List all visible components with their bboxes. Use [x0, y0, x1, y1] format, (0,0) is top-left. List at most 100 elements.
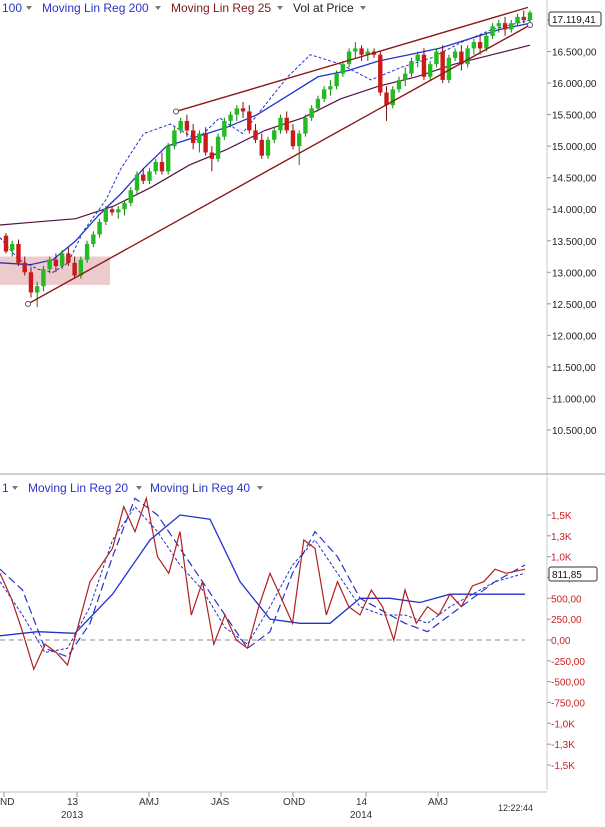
- osc-axis-label: 0,00: [551, 636, 571, 647]
- osc-axis-label: 1,5K: [551, 511, 572, 522]
- series-line-lin-reg-200: [0, 22, 531, 266]
- last-osc-value: 811,85: [552, 570, 582, 581]
- candle-body: [203, 133, 208, 153]
- candle-body: [134, 174, 140, 191]
- price-axis-label: 16.500,00: [552, 48, 597, 59]
- price-axis-label: 12.000,00: [552, 331, 597, 342]
- dropdown-arrow-icon[interactable]: [277, 6, 283, 10]
- price-axis-label: 11.000,00: [552, 394, 596, 405]
- candle-body: [484, 35, 489, 49]
- candle-body: [234, 108, 240, 115]
- osc-line-lin-reg-40: [0, 497, 526, 658]
- candle-body: [477, 42, 483, 49]
- candle-body: [334, 73, 339, 87]
- candle-body: [421, 54, 427, 77]
- dropdown-arrow-icon[interactable]: [257, 486, 263, 490]
- candle-body: [184, 120, 190, 131]
- price-axis-label: 14.000,00: [552, 205, 597, 216]
- candle-body: [465, 48, 470, 65]
- trendline-anchor-handle[interactable]: [527, 22, 533, 29]
- osc-line-lin-reg-20: [0, 505, 526, 654]
- candle-body: [502, 23, 508, 30]
- time-axis-label: 14: [356, 797, 368, 808]
- candle-body: [66, 253, 71, 263]
- price-axis-label: 15.000,00: [552, 142, 597, 153]
- price-axis-label: 10.500,00: [552, 426, 597, 437]
- osc-axis-label: -1,5K: [551, 761, 575, 772]
- osc-axis-label: 500,00: [551, 594, 582, 605]
- trendline[interactable]: [175, 6, 529, 113]
- dropdown-arrow-icon[interactable]: [12, 486, 18, 490]
- candle-body: [403, 73, 408, 80]
- candle-body: [365, 51, 371, 55]
- candle-body: [34, 286, 40, 293]
- trendline-anchor-handle[interactable]: [173, 108, 179, 115]
- osc-axis-label: 1,3K: [551, 532, 572, 543]
- candle-body: [296, 133, 302, 147]
- osc-axis-label: -1,3K: [551, 740, 575, 751]
- candle-body: [527, 12, 533, 20]
- candle-body: [215, 136, 221, 159]
- time-axis-year-label: 2013: [61, 810, 84, 821]
- legend-price-period: 100: [2, 1, 22, 15]
- candle-body: [16, 243, 21, 263]
- candle-body: [284, 117, 289, 131]
- price-legend: 100 Moving Lin Reg 200 Moving Lin Reg 25…: [2, 1, 366, 15]
- osc-axis-label: -1,0K: [551, 719, 575, 730]
- legend-vol-at-price[interactable]: Vol at Price: [293, 1, 354, 15]
- candle-body: [309, 108, 314, 118]
- dropdown-arrow-icon[interactable]: [155, 6, 161, 10]
- candle-body: [190, 130, 196, 143]
- candle-body: [72, 262, 77, 276]
- price-axis-label: 16.000,00: [552, 79, 597, 90]
- candle-body: [471, 42, 477, 49]
- dropdown-arrow-icon[interactable]: [136, 486, 142, 490]
- last-osc-flag: 811,85: [548, 566, 598, 582]
- candle-body: [496, 23, 502, 27]
- time-axis-label: AMJ: [139, 797, 159, 808]
- candle-body: [253, 130, 258, 140]
- candle-body: [78, 259, 84, 276]
- osc-axis-label: -750,00: [551, 699, 585, 710]
- candle-body: [409, 61, 414, 74]
- candle-body: [22, 262, 27, 273]
- dropdown-arrow-icon[interactable]: [360, 6, 366, 10]
- price-layer: [0, 6, 533, 307]
- candle-body: [515, 16, 520, 24]
- candle-body: [278, 117, 283, 131]
- candle-body: [315, 98, 321, 109]
- last-price-flag: 17.119,41: [548, 11, 602, 27]
- dropdown-arrow-icon[interactable]: [26, 6, 32, 10]
- price-axis-label: 13.500,00: [552, 237, 597, 248]
- candle-body: [290, 130, 296, 147]
- candle-body: [328, 86, 333, 90]
- osc-axis-label: -250,00: [551, 657, 585, 668]
- trendline-anchor-handle[interactable]: [25, 300, 31, 307]
- candle-body: [53, 259, 59, 266]
- candle-body: [222, 120, 227, 137]
- candle-body: [446, 57, 452, 80]
- price-axis-label: 12.500,00: [552, 300, 597, 311]
- oscillator-legend: 1 Moving Lin Reg 20 Moving Lin Reg 40: [2, 481, 263, 495]
- legend-osc-lin-reg-40[interactable]: Moving Lin Reg 40: [150, 481, 250, 495]
- candle-body: [434, 51, 439, 65]
- candle-body: [427, 64, 433, 77]
- candle-body: [97, 221, 102, 235]
- time-axis-label: 13: [67, 797, 79, 808]
- candle-body: [59, 253, 65, 266]
- time-display: 12:22:44: [498, 803, 533, 813]
- legend-lin-reg-200[interactable]: Moving Lin Reg 200: [42, 1, 149, 15]
- candle-body: [346, 51, 352, 65]
- trendline[interactable]: [27, 24, 531, 305]
- candle-body: [10, 243, 15, 251]
- series-line-lin-reg-25: [0, 19, 531, 273]
- last-price-value: 17.119,41: [552, 15, 596, 26]
- osc-axis-label: 250,00: [551, 615, 582, 626]
- candle-body: [109, 209, 115, 213]
- legend-osc-lin-reg-20[interactable]: Moving Lin Reg 20: [28, 481, 128, 495]
- legend-lin-reg-25[interactable]: Moving Lin Reg 25: [171, 1, 271, 15]
- candle-body: [209, 152, 215, 159]
- osc-line-signal: [0, 514, 525, 637]
- candle-body: [415, 54, 420, 61]
